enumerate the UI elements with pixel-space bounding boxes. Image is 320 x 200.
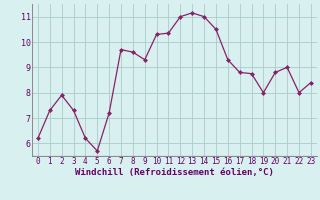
X-axis label: Windchill (Refroidissement éolien,°C): Windchill (Refroidissement éolien,°C): [75, 168, 274, 177]
